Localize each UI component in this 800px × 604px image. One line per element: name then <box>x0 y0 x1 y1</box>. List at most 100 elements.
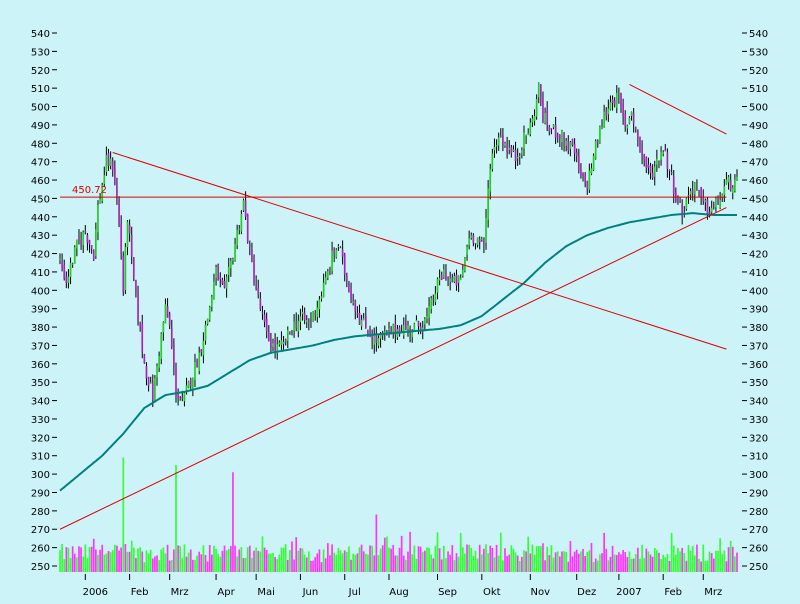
volume-bar <box>183 544 186 572</box>
candle-body <box>244 200 247 217</box>
volume-bar <box>244 557 247 572</box>
candle-body <box>105 154 108 172</box>
volume-bar <box>80 547 82 572</box>
candle-body <box>282 341 285 344</box>
candle-body <box>700 187 702 198</box>
candle-body <box>147 377 150 386</box>
candle-body <box>603 111 605 128</box>
volume-bar <box>508 554 511 572</box>
volume-bar <box>86 558 89 572</box>
volume-bar <box>603 532 605 572</box>
volume-bar <box>318 549 321 572</box>
y-axis-left: 250 260 270 280 290 300 310 320 330 340 350 360 370 3… <box>31 29 57 573</box>
candle-body <box>531 118 534 123</box>
volume-bar <box>147 553 150 572</box>
volume-bar <box>637 547 639 572</box>
candle-body <box>229 260 232 269</box>
volume-bar <box>259 551 262 572</box>
volume-bar <box>405 559 407 572</box>
volume-bar <box>588 550 591 572</box>
candle-body <box>632 112 635 124</box>
volume-bar <box>242 558 245 572</box>
volume-bar <box>685 560 688 572</box>
volume-bar <box>601 553 603 572</box>
candle-body <box>221 279 224 284</box>
volume-bar <box>194 559 196 572</box>
candle-body <box>80 240 82 245</box>
volume-bar <box>518 560 521 572</box>
volume-bar <box>438 548 441 572</box>
volume-bar <box>253 550 255 572</box>
candle-body <box>316 307 319 318</box>
volume-bar <box>596 560 599 572</box>
volume-bar <box>211 554 213 572</box>
y-tick-label-right: 260 <box>749 544 768 555</box>
volume-bar <box>681 547 684 572</box>
candle-body <box>542 100 544 121</box>
volume-bar <box>111 550 114 572</box>
volume-bar <box>113 544 116 572</box>
volume-bar <box>632 558 635 572</box>
volume-bar <box>65 547 68 572</box>
volume-bar <box>704 561 707 572</box>
candle-body <box>392 324 395 333</box>
candle-body <box>206 318 209 324</box>
volume-bar <box>426 547 428 572</box>
volume-bar <box>322 549 325 572</box>
candle-body <box>213 281 215 300</box>
candle-body <box>618 96 620 98</box>
candle-body <box>637 131 639 139</box>
candle-body <box>552 124 555 128</box>
volume-bar <box>301 548 304 572</box>
y-tick-label-left: 410 <box>31 268 50 279</box>
volume-bar <box>122 457 125 572</box>
volume-bar <box>333 552 336 572</box>
volume-bar <box>516 555 519 572</box>
volume-bar <box>154 556 156 572</box>
candle-body <box>103 175 106 185</box>
volume-bar <box>339 550 342 572</box>
volume-bar <box>497 555 500 572</box>
candle-body <box>61 261 63 269</box>
candle-body <box>318 299 321 310</box>
candle-body <box>712 205 715 207</box>
candle-body <box>411 330 414 338</box>
volume-bar <box>137 548 139 572</box>
candle-body <box>582 173 584 177</box>
candle-body <box>202 340 205 356</box>
volume-bar <box>504 548 506 572</box>
volume-bar <box>512 548 515 572</box>
x-axis: 2006 Feb Mrz Apr Mai Jun Jul Aug Sep Okt Nov Dez 200… <box>83 574 722 598</box>
candle-body <box>453 275 456 283</box>
volume-bar <box>267 553 270 572</box>
candle-body <box>181 397 184 399</box>
candle-body <box>457 275 460 283</box>
candle-body <box>179 400 182 402</box>
candle-body <box>343 254 346 275</box>
volume-bar <box>430 554 433 572</box>
candle-body <box>211 296 213 307</box>
candle-body <box>554 124 557 138</box>
volume-bar <box>371 545 373 572</box>
volume-bar <box>263 547 266 572</box>
volume-bar <box>476 558 479 572</box>
volume-bar <box>607 560 610 572</box>
volume-bar <box>542 543 544 572</box>
candle-body <box>660 151 662 160</box>
x-tick-label: Jun <box>302 587 319 598</box>
candle-body <box>687 195 690 197</box>
candle-body <box>76 239 78 249</box>
candle-body <box>499 135 502 138</box>
volume-bar <box>618 552 620 572</box>
volume-bar <box>723 550 726 572</box>
candle-body <box>335 249 338 258</box>
y-tick-label-left: 250 <box>31 562 50 573</box>
volume-bar <box>59 550 61 572</box>
candle-body <box>563 132 565 146</box>
volume-bar <box>487 553 489 572</box>
volume-bar <box>605 548 608 572</box>
y-tick-label-right: 400 <box>749 286 768 297</box>
volume-bar <box>485 544 487 572</box>
volume-bar <box>327 543 329 572</box>
candle-body <box>626 125 629 129</box>
